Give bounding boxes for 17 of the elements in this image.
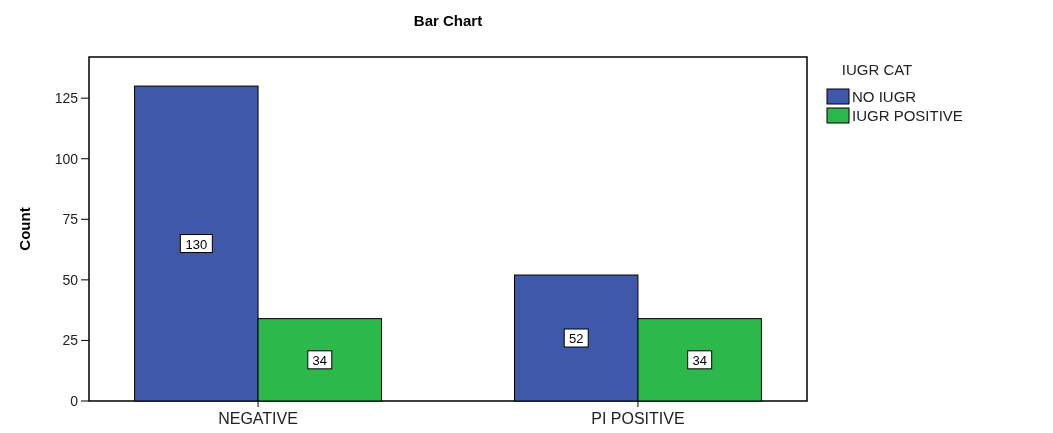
x-tick-label: PI POSITIVE bbox=[591, 410, 685, 427]
y-tick-label: 100 bbox=[54, 150, 79, 167]
chart-title: Bar Chart bbox=[413, 12, 483, 29]
y-axis-title: Count bbox=[16, 207, 33, 251]
data-label: 34 bbox=[692, 352, 707, 368]
legend-title: IUGR CAT bbox=[841, 61, 913, 78]
y-tick-label: 25 bbox=[62, 332, 79, 349]
data-label: 52 bbox=[568, 331, 584, 347]
y-tick-label: 0 bbox=[70, 393, 79, 409]
y-tick-label: 125 bbox=[54, 90, 79, 107]
data-label: 34 bbox=[312, 352, 328, 368]
x-tick-label: NEGATIVE bbox=[218, 410, 298, 427]
legend-label: IUGR POSITIVE bbox=[852, 107, 963, 124]
data-label: 130 bbox=[185, 236, 208, 252]
y-tick-label: 75 bbox=[62, 211, 79, 228]
y-tick-label: 50 bbox=[62, 271, 79, 288]
legend-label: NO IUGR bbox=[852, 88, 917, 105]
